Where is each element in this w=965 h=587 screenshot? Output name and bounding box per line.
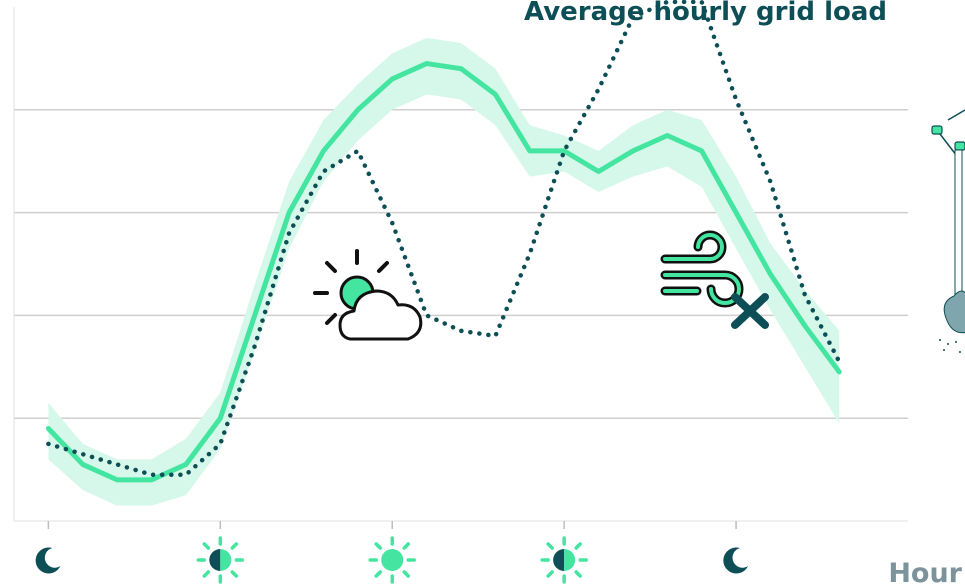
sun-icon <box>368 536 416 584</box>
series-line-2 <box>46 0 842 477</box>
confidence-band <box>48 37 840 506</box>
sun-cloud-icon <box>313 249 423 341</box>
utility-pole-illustration <box>931 109 965 353</box>
no-wind-icon <box>660 230 769 329</box>
x-axis-ticks <box>47 521 737 529</box>
series-line-1 <box>45 61 842 483</box>
moon-icon <box>35 547 61 574</box>
half-sun-icon <box>196 536 245 584</box>
grid-lines <box>13 7 908 522</box>
x-axis-label: Hour <box>888 558 962 587</box>
series-band <box>48 37 840 506</box>
half-sun-icon <box>540 536 588 584</box>
moon-icon <box>723 547 749 574</box>
x-axis-icons <box>35 536 749 584</box>
chart-title: Average hourly grid load <box>524 0 887 27</box>
series-lines <box>45 0 842 483</box>
